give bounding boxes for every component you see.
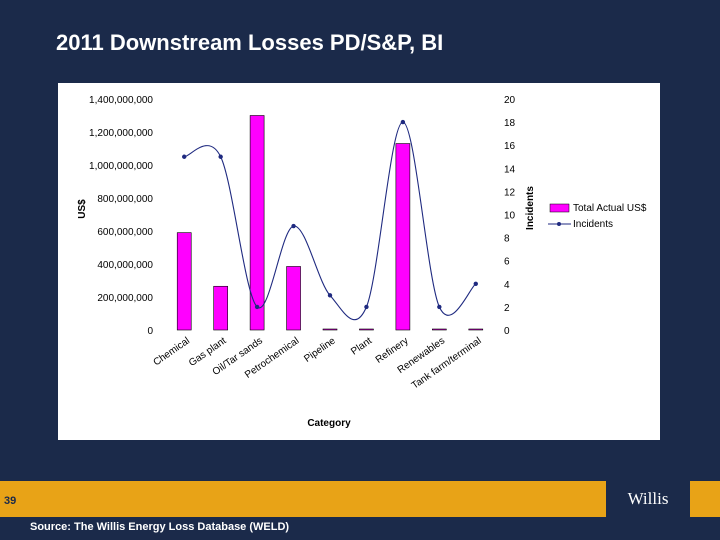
combo-chart: 0 200,000,000 400,000,000 600,000,000 800,00… xyxy=(77,95,647,429)
bar xyxy=(176,232,192,331)
y-axis-ticks: 0 200,000,000 400,000,000 600,000,000 800,00… xyxy=(89,95,153,337)
y2-tick-label: 8 xyxy=(504,234,510,245)
y-tick-label: 1,400,000,000 xyxy=(89,95,153,106)
y2-tick-label: 16 xyxy=(504,141,516,152)
legend: Total Actual US$ Incidents xyxy=(548,203,647,230)
incidents-marker xyxy=(437,304,442,310)
y2-tick-label: 10 xyxy=(504,211,516,222)
y-tick-label: 1,000,000,000 xyxy=(89,161,153,172)
y-tick-label: 200,000,000 xyxy=(97,293,153,304)
y-tick-label: 800,000,000 xyxy=(97,194,153,205)
incidents-marker xyxy=(291,223,296,229)
x-tick-label: Chemical xyxy=(151,335,191,368)
bar xyxy=(249,115,265,331)
bar xyxy=(395,143,411,331)
y2-tick-label: 20 xyxy=(504,95,516,106)
legend-label-bar: Total Actual US$ xyxy=(573,203,647,214)
y-tick-label: 0 xyxy=(147,326,153,337)
slide-title: 2011 Downstream Losses PD/S&P, BI xyxy=(56,30,444,55)
y2-tick-label: 14 xyxy=(504,164,516,175)
chart-panel: 0 200,000,000 400,000,000 600,000,000 800,00… xyxy=(58,83,660,440)
y-tick-label: 1,200,000,000 xyxy=(89,128,153,139)
y2-axis-title: Incidents xyxy=(525,186,536,230)
line-series xyxy=(182,119,478,321)
willis-logo: Willis xyxy=(606,481,690,517)
footer-band xyxy=(0,481,720,517)
y2-tick-label: 0 xyxy=(504,326,510,337)
incidents-line xyxy=(184,121,477,321)
y2-tick-label: 12 xyxy=(504,187,516,198)
incidents-marker xyxy=(182,154,187,159)
bar xyxy=(213,285,228,331)
page-number: 39 xyxy=(4,495,17,507)
incidents-marker xyxy=(254,304,260,310)
x-axis-title: Category xyxy=(307,418,351,429)
y2-axis-ticks: 0 2 4 6 8 10 12 14 16 18 20 xyxy=(504,95,516,337)
legend-label-line: Incidents xyxy=(573,219,613,230)
legend-marker-line xyxy=(557,222,561,226)
y2-tick-label: 2 xyxy=(504,303,510,314)
bar-series xyxy=(176,115,484,331)
incidents-marker xyxy=(218,154,223,159)
bar xyxy=(322,328,338,331)
x-tick-label: Tank farm/terminal xyxy=(410,335,484,391)
incidents-marker xyxy=(364,304,369,310)
incidents-marker xyxy=(473,281,478,286)
bar xyxy=(432,328,447,331)
y2-tick-label: 4 xyxy=(504,280,510,291)
legend-swatch-bar xyxy=(549,203,570,213)
x-tick-label: Pipeline xyxy=(302,335,338,365)
y-tick-label: 600,000,000 xyxy=(97,227,153,238)
incidents-marker xyxy=(400,119,406,125)
logo-text: Willis xyxy=(627,489,669,508)
bar xyxy=(359,328,374,331)
source-note: Source: The Willis Energy Loss Database … xyxy=(30,521,290,533)
bar xyxy=(468,328,484,331)
y2-tick-label: 6 xyxy=(504,257,510,268)
y2-tick-label: 18 xyxy=(504,118,516,129)
y-tick-label: 400,000,000 xyxy=(97,260,153,271)
incidents-marker xyxy=(327,293,333,298)
y-axis-title: US$ xyxy=(77,199,88,219)
x-tick-label: Plant xyxy=(349,335,374,357)
bar xyxy=(286,266,301,331)
